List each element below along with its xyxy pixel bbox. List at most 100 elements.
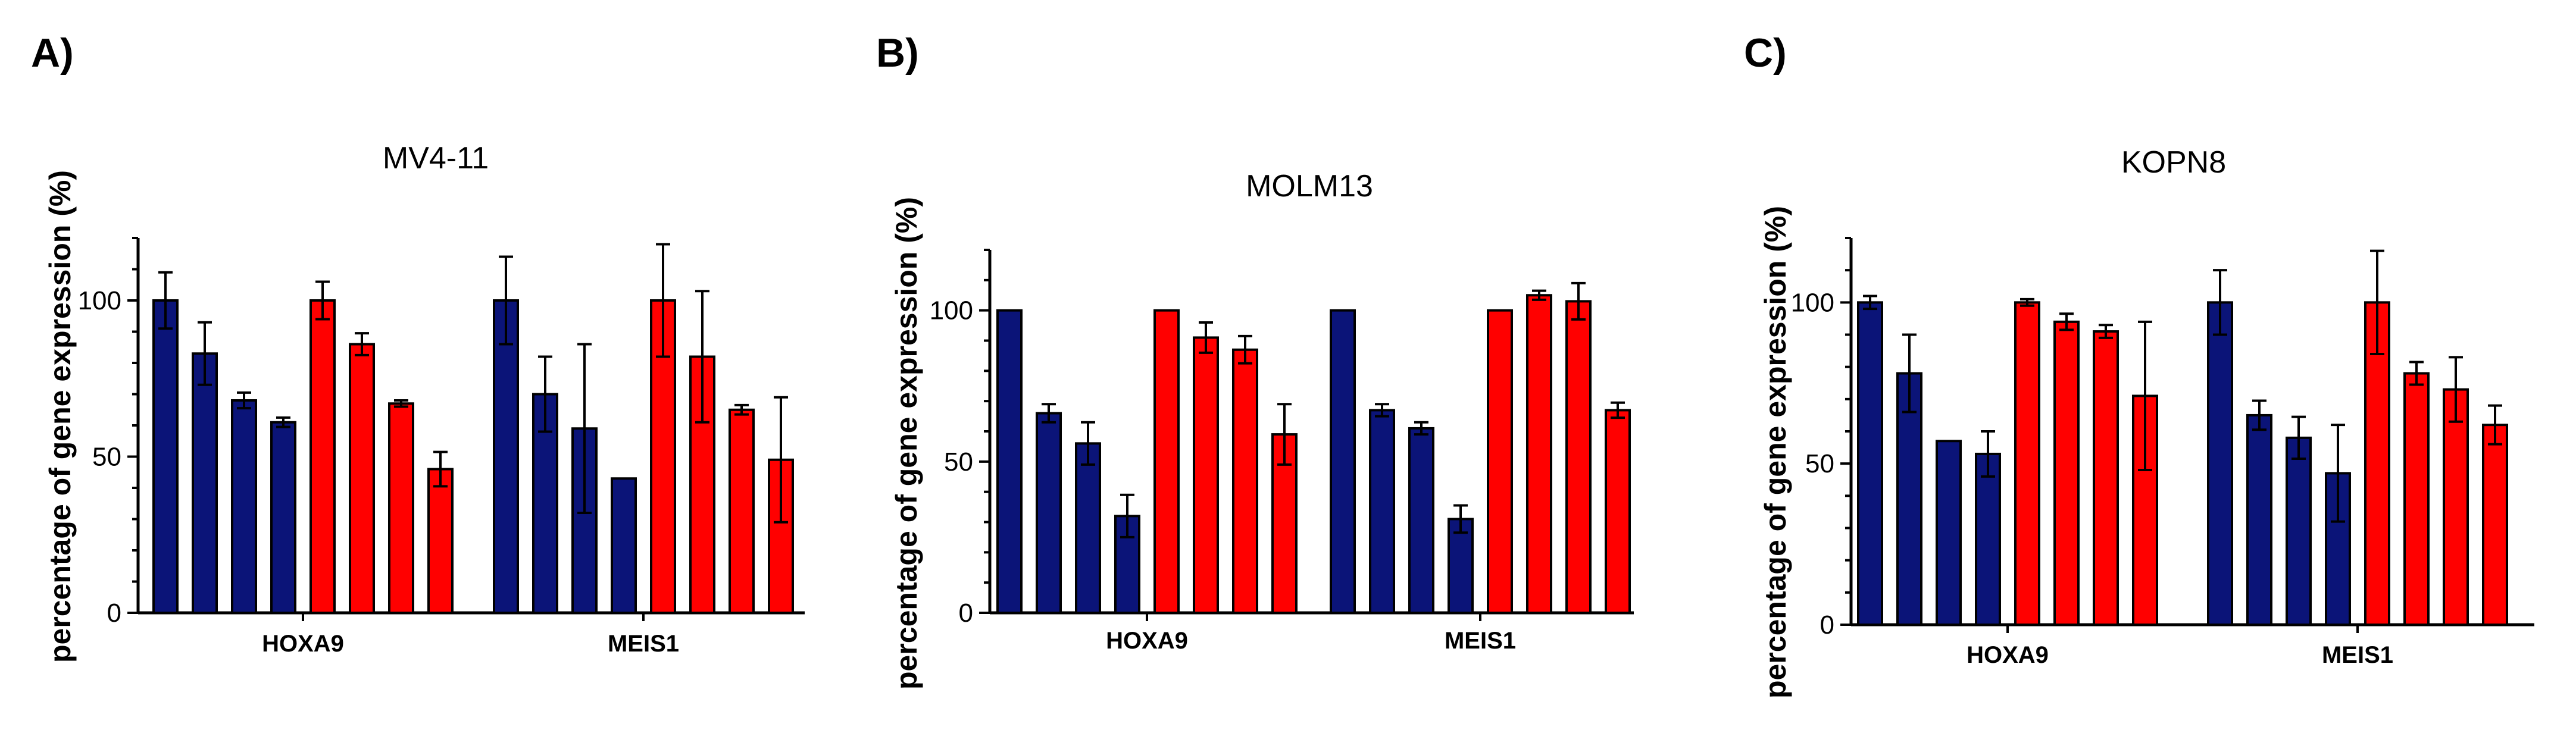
bar-hoxa9-1 bbox=[996, 309, 1023, 615]
error-bar bbox=[355, 332, 369, 356]
error-bar bbox=[1199, 321, 1213, 354]
bar-hoxa9-8 bbox=[427, 468, 454, 614]
error-bar bbox=[2409, 361, 2424, 386]
error-bar bbox=[1532, 289, 1546, 301]
x-tick-label-meis1: MEIS1 bbox=[608, 631, 679, 657]
error-bar bbox=[1414, 421, 1428, 436]
y-tick-label: 100 bbox=[1791, 288, 1834, 317]
chart-c-ylabel: percentage of gene expression (%) bbox=[1759, 206, 1792, 698]
bar-hoxa9-7 bbox=[2093, 330, 2119, 626]
y-tick-label: 50 bbox=[1805, 449, 1834, 478]
error-bar bbox=[2252, 399, 2266, 431]
chart-b-plot: 0 50 100 HOXA9 MEIS1 bbox=[930, 249, 1634, 654]
chart-a-title: MV4-11 bbox=[383, 141, 489, 176]
chart-c-title: KOPN8 bbox=[2121, 145, 2226, 180]
y-tick-label: 0 bbox=[1820, 610, 1834, 640]
error-bar bbox=[2291, 415, 2306, 461]
bar-hoxa9-2 bbox=[1036, 412, 1062, 614]
panel-b: B) MOLM13 percentage of gene expression … bbox=[876, 30, 1634, 690]
bar-meis1-4 bbox=[1448, 518, 1474, 615]
error-bar bbox=[315, 280, 330, 321]
y-tick-label: 50 bbox=[92, 443, 121, 472]
bar-meis1-2 bbox=[2246, 414, 2272, 627]
y-tick-label: 50 bbox=[944, 447, 973, 477]
error-bar bbox=[2138, 320, 2152, 471]
error-bar bbox=[1081, 421, 1095, 466]
bar-meis1-8 bbox=[1605, 409, 1631, 615]
error-bar bbox=[1453, 504, 1468, 534]
bar-hoxa9-3 bbox=[1075, 442, 1101, 614]
bar-hoxa9-6 bbox=[1193, 336, 1219, 615]
bar-hoxa9-2 bbox=[1896, 372, 1922, 626]
error-bar bbox=[1277, 403, 1292, 466]
bar-hoxa9-6 bbox=[2053, 320, 2080, 626]
error-bar bbox=[1611, 401, 1625, 419]
bar-meis1-6 bbox=[1526, 294, 1552, 614]
chart-c-plot: 0 50 100 HOXA9 MEIS1 bbox=[1791, 237, 2534, 668]
bar-meis1-6 bbox=[2403, 372, 2430, 626]
error-bar bbox=[1902, 333, 1917, 414]
bar-hoxa9-2 bbox=[192, 352, 218, 614]
bar-hoxa9-1 bbox=[1857, 301, 1883, 627]
chart-b-title: MOLM13 bbox=[1246, 169, 1373, 203]
error-bar bbox=[1571, 281, 1586, 321]
bar-meis1-4 bbox=[611, 477, 637, 614]
panel-a-letter: A) bbox=[31, 30, 74, 76]
bar-meis1-7 bbox=[729, 408, 755, 614]
error-bar bbox=[2099, 324, 2113, 339]
error-bar bbox=[1238, 334, 1252, 365]
y-tick-label: 100 bbox=[78, 286, 121, 315]
bar-meis1-8 bbox=[2482, 424, 2508, 627]
error-bar bbox=[394, 399, 408, 408]
bar-meis1-7 bbox=[2443, 388, 2469, 626]
error-bar bbox=[1042, 403, 1056, 424]
x-tick-label-meis1: MEIS1 bbox=[1445, 628, 1516, 654]
bar-meis1-2 bbox=[1369, 409, 1395, 615]
bar-hoxa9-4 bbox=[1975, 452, 2001, 627]
bar-hoxa9-1 bbox=[152, 299, 179, 614]
error-bar bbox=[1863, 295, 1877, 311]
error-bar bbox=[499, 255, 513, 346]
error-bar bbox=[774, 396, 788, 524]
bar-hoxa9-7 bbox=[388, 402, 414, 614]
error-bar bbox=[1375, 403, 1389, 418]
bar-meis1-1 bbox=[493, 299, 519, 614]
x-tick-label-hoxa9: HOXA9 bbox=[262, 631, 344, 657]
bar-hoxa9-4 bbox=[270, 421, 296, 614]
error-bar bbox=[1981, 430, 1995, 478]
error-bar bbox=[2213, 269, 2227, 336]
panel-c-letter: C) bbox=[1744, 30, 1787, 76]
error-bar bbox=[158, 271, 173, 330]
error-bar bbox=[1120, 493, 1134, 538]
bar-meis1-1 bbox=[2207, 301, 2233, 627]
bar-meis1-3 bbox=[1408, 427, 1434, 615]
error-bar bbox=[695, 290, 709, 424]
y-tick-label: 0 bbox=[959, 599, 973, 628]
bar-meis1-7 bbox=[1565, 300, 1592, 614]
error-bar bbox=[2370, 249, 2384, 355]
bar-hoxa9-5 bbox=[2014, 301, 2040, 627]
bar-meis1-5 bbox=[1487, 309, 1513, 615]
error-bar bbox=[2331, 424, 2345, 523]
bar-meis1-1 bbox=[1330, 309, 1356, 615]
error-bar bbox=[276, 416, 290, 428]
chart-b-ylabel: percentage of gene expression (%) bbox=[890, 197, 923, 690]
error-bar bbox=[2449, 356, 2463, 423]
chart-a-ylabel: percentage of gene expression (%) bbox=[43, 170, 77, 663]
error-bar bbox=[2020, 297, 2034, 307]
chart-a-plot: 0 50 100 HOXA9 MEIS1 bbox=[78, 237, 805, 657]
error-bar bbox=[538, 355, 552, 433]
error-bar bbox=[577, 343, 592, 514]
panel-a: A) MV4-11 percentage of gene expression … bbox=[31, 30, 805, 663]
x-tick-label-hoxa9: HOXA9 bbox=[1106, 628, 1188, 654]
error-bar bbox=[198, 321, 212, 386]
panel-b-letter: B) bbox=[876, 30, 919, 76]
bar-hoxa9-5 bbox=[1153, 309, 1180, 615]
bar-hoxa9-6 bbox=[349, 343, 375, 614]
error-bar bbox=[2488, 404, 2502, 446]
x-tick-label-meis1: MEIS1 bbox=[2322, 642, 2393, 668]
error-bar bbox=[433, 450, 448, 488]
bar-hoxa9-5 bbox=[310, 299, 336, 614]
error-bar bbox=[656, 243, 670, 358]
